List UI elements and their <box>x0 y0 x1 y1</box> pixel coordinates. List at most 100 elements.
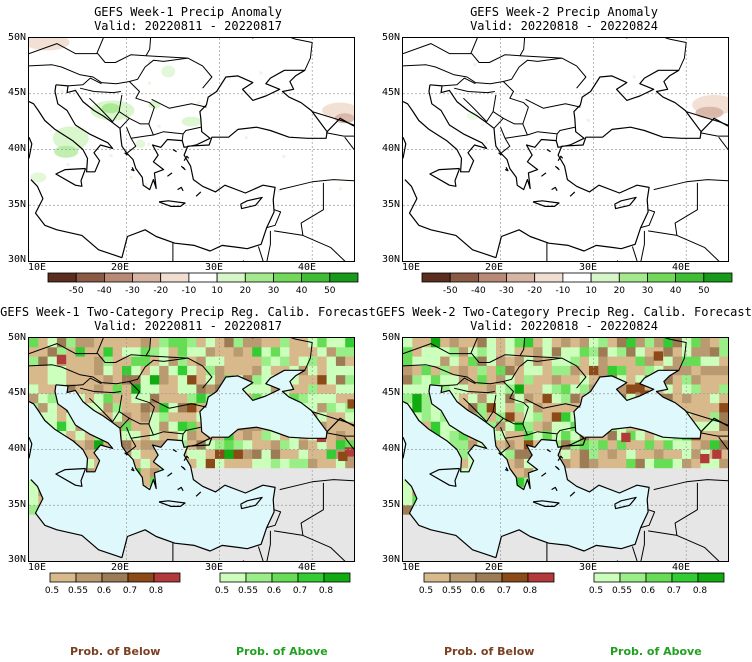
map-week1-probability <box>28 337 355 562</box>
lat-label-35n: 35N <box>381 199 400 210</box>
colorbar-swatch <box>271 572 299 583</box>
colorbar-swatch <box>104 272 134 283</box>
colorbar-label: -50 <box>69 286 84 296</box>
colorbar-swatch <box>645 572 673 583</box>
lon-label-10e: 10E <box>28 562 47 573</box>
colorbar-swatch <box>47 272 77 283</box>
colorbar-label: 0.55 <box>612 586 632 596</box>
below-colorbar-week1: 0.5 0.55 0.6 0.7 0.8 <box>40 572 190 598</box>
colorbar-label: 10 <box>585 286 597 296</box>
lon-label-40e: 40E <box>298 262 317 273</box>
prob-below-label-week2: Prob. of Below <box>444 645 535 658</box>
lat-label-50n: 50N <box>381 332 400 343</box>
colorbar-label: 30 <box>268 286 280 296</box>
colorbar-label: 0.5 <box>215 586 229 596</box>
lat-label-40n: 40N <box>381 443 400 454</box>
panel4-title: GEFS Week-2 Two-Category Precip Reg. Cal… <box>376 305 752 319</box>
colorbar-label: -20 <box>527 286 542 296</box>
colorbar-swatch <box>449 572 477 583</box>
colorbar-swatch <box>449 272 479 283</box>
colorbar-swatch <box>590 272 620 283</box>
colorbar-swatch <box>506 272 536 283</box>
colorbar-label: 0.5 <box>419 586 433 596</box>
panel2-valid: Valid: 20220818 - 20220824 <box>470 19 658 33</box>
colorbar-label: 0.6 <box>641 586 656 596</box>
lat-label-40n: 40N <box>7 143 26 154</box>
colorbar-swatch <box>527 572 555 583</box>
colorbar-label: 30 <box>642 286 654 296</box>
lon-label-30e: 30E <box>205 262 224 273</box>
colorbar-swatch <box>245 572 273 583</box>
colorbar-label: 0.8 <box>149 586 164 596</box>
colorbar-label: 0.8 <box>693 586 708 596</box>
colorbar-label: 0.55 <box>442 586 462 596</box>
colorbar-label: 50 <box>324 286 336 296</box>
lon-label-30e: 30E <box>205 562 224 573</box>
lon-label-30e: 30E <box>579 562 598 573</box>
lat-label-50n: 50N <box>381 32 400 43</box>
lat-label-35n: 35N <box>7 499 26 510</box>
panel3-title: GEFS Week-1 Two-Category Precip Reg. Cal… <box>0 305 376 319</box>
lat-label-45n: 45N <box>381 387 400 398</box>
colorbar-swatch <box>501 572 529 583</box>
map-week2-anomaly <box>402 37 729 262</box>
prob-above-label-week2: Prob. of Above <box>610 645 702 658</box>
colorbar-label: 0.5 <box>589 586 603 596</box>
lat-label-35n: 35N <box>381 499 400 510</box>
colorbar-swatch <box>323 572 351 583</box>
lat-label-45n: 45N <box>381 87 400 98</box>
lon-label-30e: 30E <box>579 262 598 273</box>
lat-label-40n: 40N <box>381 143 400 154</box>
lon-label-40e: 40E <box>672 562 691 573</box>
panel1-valid: Valid: 20220811 - 20220817 <box>94 19 282 33</box>
colorbar-swatch <box>703 272 733 283</box>
above-colorbar-week1: 0.5 0.55 0.6 0.7 0.8 <box>210 572 360 598</box>
colorbar-swatch <box>273 272 303 283</box>
colorbar-label: 20 <box>240 286 252 296</box>
above-colorbar-week2: 0.5 0.55 0.6 0.7 0.8 <box>584 572 734 598</box>
colorbar-label: -30 <box>125 286 140 296</box>
colorbar-swatch <box>127 572 155 583</box>
colorbar-swatch <box>534 272 564 283</box>
colorbar-label: -10 <box>556 286 571 296</box>
colorbar-swatch <box>188 272 218 283</box>
lon-label-10e: 10E <box>28 262 47 273</box>
colorbar-label: 0.55 <box>238 586 258 596</box>
colorbar-swatch <box>49 572 77 583</box>
colorbar-label: -40 <box>471 286 486 296</box>
colorbar-label: 40 <box>670 286 682 296</box>
colorbar-label: 0.7 <box>667 586 681 596</box>
colorbar-label: 0.5 <box>45 586 59 596</box>
colorbar-label: 20 <box>614 286 626 296</box>
colorbar-swatch <box>101 572 129 583</box>
lon-label-10e: 10E <box>402 262 421 273</box>
panel3-valid: Valid: 20220811 - 20220817 <box>94 319 282 333</box>
colorbar-swatch <box>75 272 105 283</box>
colorbar-swatch <box>618 272 648 283</box>
panel1-title: GEFS Week-1 Precip Anomaly <box>94 5 282 19</box>
colorbar-swatch <box>297 572 325 583</box>
lat-label-50n: 50N <box>7 32 26 43</box>
colorbar-swatch <box>421 272 451 283</box>
colorbar-label: -20 <box>153 286 168 296</box>
lat-label-50n: 50N <box>7 332 26 343</box>
colorbar-label: 10 <box>211 286 223 296</box>
lon-label-20e: 20E <box>111 262 130 273</box>
colorbar-swatch <box>697 572 725 583</box>
colorbar-swatch <box>329 272 359 283</box>
colorbar-label: 0.6 <box>267 586 282 596</box>
colorbar-swatch <box>216 272 246 283</box>
panel2-title: GEFS Week-2 Precip Anomaly <box>470 5 658 19</box>
colorbar-label: 40 <box>296 286 308 296</box>
lat-label-45n: 45N <box>7 387 26 398</box>
colorbar-swatch <box>647 272 677 283</box>
lat-label-45n: 45N <box>7 87 26 98</box>
colorbar-label: 0.7 <box>293 586 307 596</box>
colorbar-swatch <box>132 272 162 283</box>
colorbar-swatch <box>562 272 592 283</box>
colorbar-swatch <box>423 572 451 583</box>
colorbar-label: 0.55 <box>68 586 88 596</box>
colorbar-label: 0.8 <box>319 586 334 596</box>
lon-label-20e: 20E <box>111 562 130 573</box>
colorbar-swatch <box>593 572 621 583</box>
